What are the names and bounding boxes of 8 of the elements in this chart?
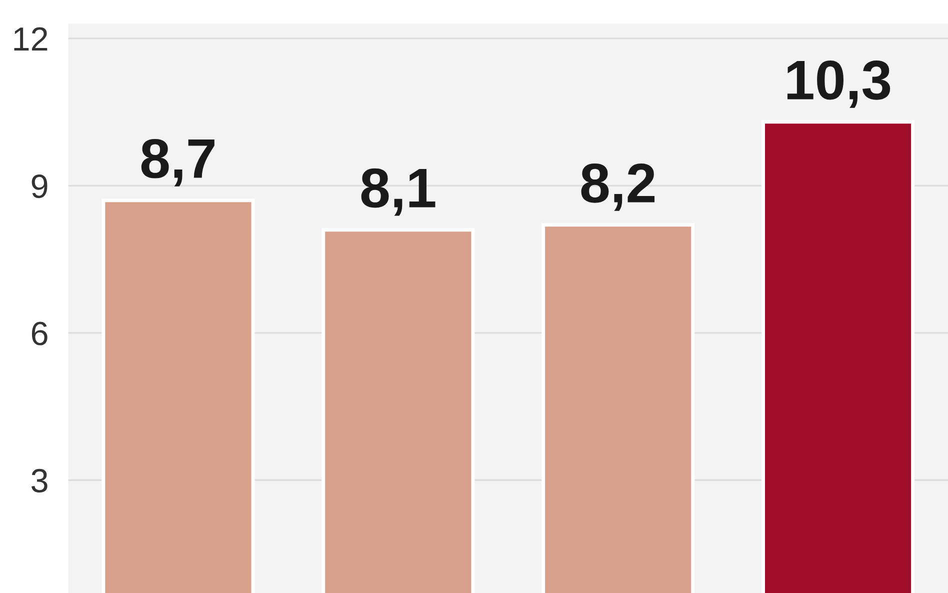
data-label: 8,2 xyxy=(581,164,654,211)
data-label: 8,7 xyxy=(141,138,214,186)
y-tick-label: 3 xyxy=(32,468,48,493)
y-tick-label: 6 xyxy=(32,322,48,346)
y-tick-label: 9 xyxy=(32,174,48,198)
data-label: 8,1 xyxy=(361,168,436,216)
y-tick-label: 12 xyxy=(14,27,48,51)
data-label: 10,3 xyxy=(787,60,890,108)
